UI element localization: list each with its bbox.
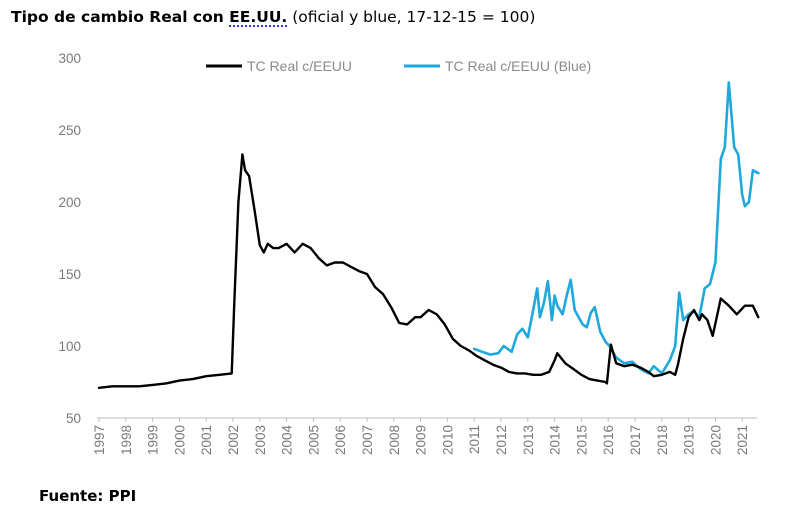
x-tick-label: 2018 — [655, 425, 670, 455]
x-tick-label: 2019 — [682, 425, 697, 455]
x-tick-label: 2002 — [226, 425, 241, 455]
x-tick-label: 2012 — [494, 425, 509, 455]
x-tick-label: 2007 — [360, 425, 375, 455]
x-tick-label: 2000 — [172, 425, 187, 455]
title-lead: Tipo de cambio Real con — [11, 8, 230, 26]
source-note: Fuente: PPI — [39, 487, 137, 505]
x-axis: 1997 1998 1999 2000 2001 2002 2003 2004 2005 2006… — [92, 418, 750, 455]
x-tick-label: 2008 — [387, 425, 402, 455]
legend-label: TC Real c/EEUU (Blue) — [445, 58, 591, 74]
y-tick-label: 200 — [58, 195, 81, 210]
y-tick-label: 300 — [58, 51, 81, 66]
x-tick-label: 2003 — [253, 425, 268, 455]
chart-title: Tipo de cambio Real con EE.UU. (oficial … — [11, 8, 535, 26]
x-tick-label: 2009 — [414, 425, 429, 455]
x-tick-label: 1998 — [119, 425, 134, 455]
x-tick-label: 2011 — [467, 425, 482, 454]
series-layer — [97, 81, 760, 389]
x-tick-label: 2004 — [280, 425, 295, 456]
series-line-blue — [472, 81, 760, 375]
y-tick-label: 150 — [58, 267, 81, 282]
x-tick-label: 2010 — [440, 425, 455, 455]
x-tick-label: 2006 — [333, 425, 348, 455]
y-tick-label: 50 — [66, 411, 81, 426]
x-tick-label: 2020 — [708, 425, 723, 455]
x-tick-label: 2016 — [601, 425, 616, 455]
x-tick-label: 2021 — [735, 425, 750, 455]
y-axis: 50 100 150 200 250 300 — [58, 51, 81, 426]
x-tick-label: 2014 — [548, 425, 563, 456]
legend: TC Real c/EEUU TC Real c/EEUU (Blue) — [206, 58, 591, 74]
x-tick-label: 2017 — [628, 425, 643, 455]
x-tick-label: 2001 — [199, 425, 214, 455]
title-rest: (oficial y blue, 17-12-15 = 100) — [287, 8, 536, 26]
x-tick-label: 2013 — [521, 425, 536, 455]
x-tick-label: 1999 — [146, 425, 161, 455]
x-tick-label: 2015 — [574, 425, 589, 455]
y-tick-label: 250 — [58, 123, 81, 138]
legend-label: TC Real c/EEUU — [247, 58, 352, 74]
x-tick-label: 2005 — [306, 425, 321, 455]
title-abbr: EE.UU. — [229, 8, 288, 26]
x-tick-label: 1997 — [92, 425, 107, 455]
y-tick-label: 100 — [58, 339, 81, 354]
series-line-official — [97, 153, 760, 389]
